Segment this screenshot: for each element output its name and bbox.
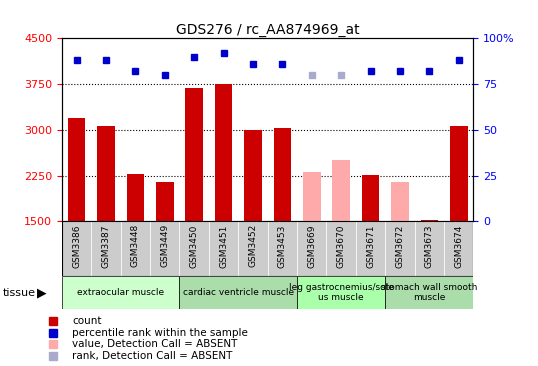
Text: GSM3451: GSM3451: [219, 224, 228, 268]
Bar: [238, 221, 268, 276]
Bar: [297, 276, 385, 309]
Text: leg gastrocnemius/sole
us muscle: leg gastrocnemius/sole us muscle: [289, 283, 394, 303]
Text: GSM3449: GSM3449: [160, 224, 169, 268]
Text: GSM3453: GSM3453: [278, 224, 287, 268]
Bar: [297, 221, 327, 276]
Bar: [180, 276, 297, 309]
Text: stomach wall smooth
muscle: stomach wall smooth muscle: [381, 283, 478, 303]
Bar: [391, 182, 409, 221]
Text: GSM3673: GSM3673: [425, 224, 434, 268]
Text: count: count: [72, 316, 102, 326]
Text: GSM3669: GSM3669: [307, 224, 316, 268]
Bar: [332, 160, 350, 221]
Text: ▶: ▶: [37, 286, 46, 299]
Bar: [68, 118, 86, 221]
Text: GSM3672: GSM3672: [395, 224, 405, 268]
Bar: [156, 182, 174, 221]
Bar: [91, 221, 121, 276]
Bar: [126, 174, 144, 221]
Text: rank, Detection Call = ABSENT: rank, Detection Call = ABSENT: [72, 351, 232, 361]
Bar: [385, 276, 473, 309]
Text: tissue: tissue: [3, 288, 36, 298]
Text: cardiac ventricle muscle: cardiac ventricle muscle: [183, 288, 294, 297]
Text: GSM3674: GSM3674: [454, 224, 463, 268]
Bar: [362, 175, 379, 221]
Bar: [267, 221, 297, 276]
Bar: [444, 221, 473, 276]
Bar: [327, 221, 356, 276]
Bar: [97, 126, 115, 221]
Bar: [185, 89, 203, 221]
Bar: [62, 276, 180, 309]
Bar: [273, 128, 291, 221]
Bar: [121, 221, 150, 276]
Bar: [303, 172, 321, 221]
Bar: [180, 221, 209, 276]
Text: GSM3670: GSM3670: [337, 224, 345, 268]
Text: GSM3387: GSM3387: [102, 224, 110, 268]
Text: GSM3671: GSM3671: [366, 224, 375, 268]
Text: GSM3450: GSM3450: [190, 224, 199, 268]
Text: GSM3452: GSM3452: [249, 224, 258, 268]
Text: percentile rank within the sample: percentile rank within the sample: [72, 328, 248, 337]
Text: GSM3448: GSM3448: [131, 224, 140, 268]
Bar: [209, 221, 238, 276]
Title: GDS276 / rc_AA874969_at: GDS276 / rc_AA874969_at: [176, 23, 359, 37]
Bar: [62, 221, 91, 276]
Bar: [244, 130, 262, 221]
Text: extraocular muscle: extraocular muscle: [77, 288, 164, 297]
Bar: [150, 221, 180, 276]
Bar: [385, 221, 415, 276]
Text: value, Detection Call = ABSENT: value, Detection Call = ABSENT: [72, 340, 237, 350]
Bar: [415, 221, 444, 276]
Bar: [215, 84, 232, 221]
Text: GSM3386: GSM3386: [72, 224, 81, 268]
Bar: [421, 220, 438, 221]
Bar: [356, 221, 385, 276]
Bar: [450, 126, 468, 221]
